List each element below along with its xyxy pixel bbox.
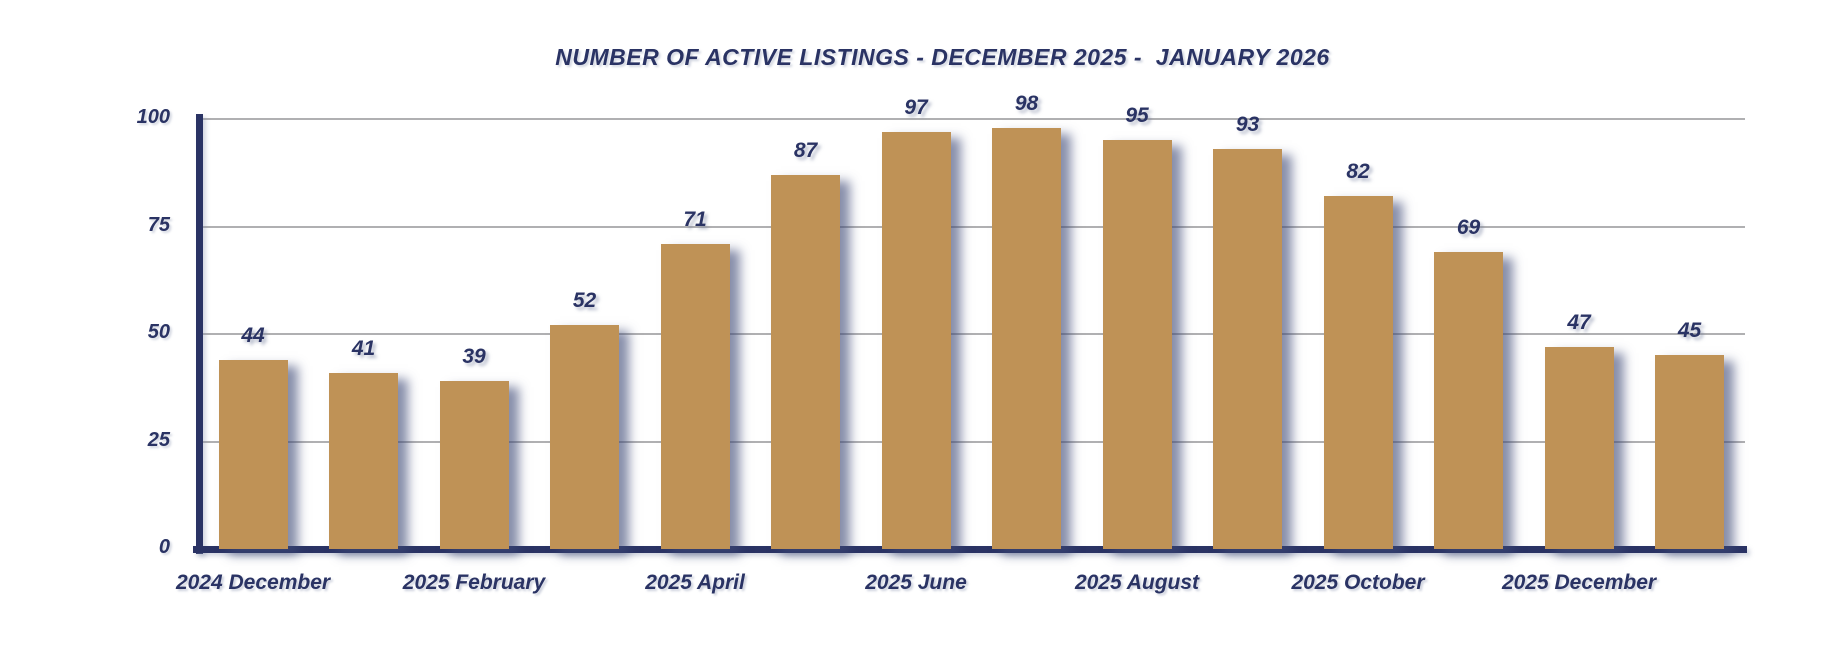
- bar-value-label: 45: [1677, 319, 1702, 342]
- bar: [1102, 140, 1172, 549]
- y-axis-tick-label: 100: [136, 106, 170, 128]
- bar-value-label: 87: [793, 139, 818, 162]
- bar: [1323, 196, 1393, 549]
- bar: [439, 381, 509, 549]
- bar: [992, 128, 1061, 549]
- x-axis-tick-label: 2025 December: [1501, 571, 1657, 594]
- y-axis-tick-label: 50: [147, 321, 170, 343]
- x-axis-tick-label: 2025 October: [1291, 571, 1425, 594]
- bar: [550, 325, 619, 549]
- bar: [1434, 252, 1503, 549]
- bar-value-label: 97: [904, 96, 928, 119]
- x-axis-tick-label: 2025 June: [865, 571, 967, 594]
- bar: [771, 175, 840, 549]
- x-axis-tick-label: 2025 February: [402, 571, 546, 594]
- gridline: [200, 333, 1745, 335]
- bar: [1213, 149, 1282, 549]
- bar-value-label: 52: [572, 289, 597, 312]
- bar-value-label: 93: [1235, 113, 1260, 136]
- y-axis-tick-label: 25: [147, 428, 170, 451]
- bar-value-label: 95: [1125, 104, 1149, 127]
- bar-value-label: 44: [241, 324, 265, 347]
- bar-value-label: 41: [351, 337, 376, 360]
- bar-value-label: 82: [1346, 160, 1370, 183]
- bar-value-label: 47: [1567, 311, 1591, 334]
- bar: [1655, 355, 1724, 549]
- bar-value-label: 98: [1014, 92, 1039, 115]
- bar: [329, 373, 398, 549]
- gridline: [200, 225, 1745, 228]
- bar: [1544, 347, 1614, 549]
- y-axis-tick-label: 75: [147, 213, 170, 236]
- x-axis-tick-label: 2025 August: [1074, 571, 1200, 594]
- bar-value-label: 39: [462, 345, 486, 368]
- x-axis-tick-label: 2025 April: [645, 571, 745, 594]
- y-axis-tick-label: 0: [158, 536, 170, 558]
- y-axis-line: [196, 114, 203, 554]
- chart-title: NUMBER OF ACTIVE LISTINGS - DECEMBER 202…: [555, 44, 1330, 70]
- x-axis-line: [193, 546, 1747, 553]
- bar: [218, 360, 288, 549]
- bar-value-label: 69: [1456, 216, 1481, 239]
- bar: [881, 132, 951, 549]
- gridline: [200, 440, 1745, 443]
- x-axis-tick-label: 2024 December: [175, 571, 331, 594]
- gridline: [200, 118, 1745, 120]
- bar-value-label: 71: [683, 208, 707, 231]
- bar: [660, 244, 730, 549]
